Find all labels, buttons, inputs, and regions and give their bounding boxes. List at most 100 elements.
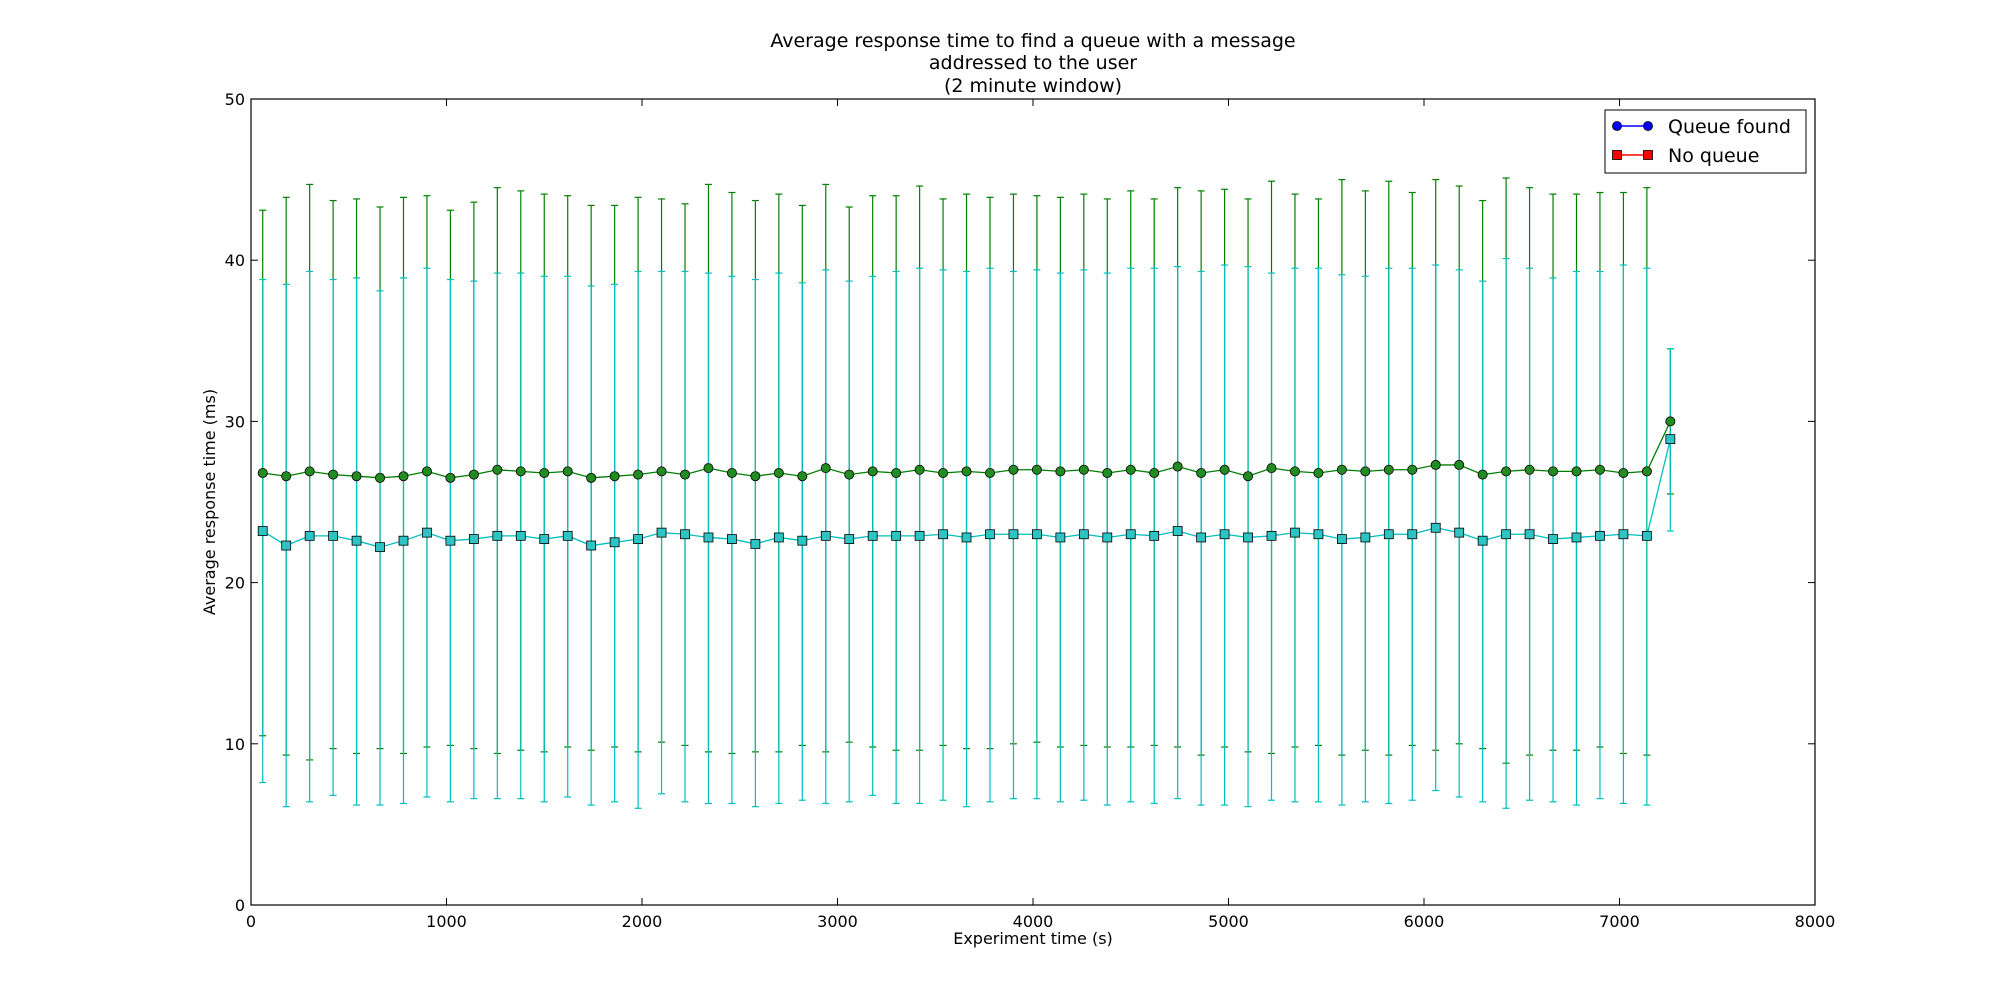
data-point-circle: [797, 471, 808, 482]
data-point-square: [375, 542, 385, 553]
x-tick-label: 4000: [1013, 912, 1054, 931]
data-point-square: [1501, 529, 1512, 540]
x-tick-label: 0: [246, 912, 256, 931]
x-axis-label: Experiment time (s): [953, 929, 1113, 948]
data-point-circle: [1336, 464, 1347, 475]
data-point-circle: [1055, 466, 1066, 477]
data-point-circle: [1172, 461, 1183, 472]
data-point-square: [1149, 530, 1160, 541]
data-point-circle: [1524, 464, 1535, 475]
y-tick-label: 10: [225, 735, 245, 754]
legend-marker-queue-found: [1612, 121, 1622, 131]
data-point-circle: [1196, 467, 1207, 478]
data-point-square: [1102, 532, 1113, 543]
data-point-square: [1266, 530, 1277, 541]
data-point-circle: [1102, 467, 1113, 478]
data-point-circle: [398, 471, 409, 482]
legend-marker-queue-found: [1643, 121, 1653, 131]
data-point-circle: [351, 471, 362, 482]
data-point-square: [985, 529, 995, 540]
data-point-square: [609, 537, 620, 548]
data-point-circle: [726, 467, 737, 478]
y-axis-label: Average response time (ms): [200, 389, 219, 615]
data-point-square: [1243, 532, 1253, 543]
data-point-square: [351, 535, 362, 546]
y-tick-label: 30: [225, 412, 245, 431]
data-point-square: [891, 530, 902, 541]
data-point-square: [281, 540, 292, 551]
data-point-square: [727, 534, 737, 544]
x-tick-label: 5000: [1208, 912, 1249, 931]
data-point-circle: [1571, 466, 1582, 477]
x-tick-label: 7000: [1599, 912, 1640, 931]
data-point-square: [1055, 532, 1066, 543]
data-point-circle: [1477, 469, 1488, 480]
data-point-circle: [562, 466, 573, 477]
data-point-circle: [586, 472, 597, 483]
data-point-circle: [867, 466, 878, 477]
data-point-circle: [1665, 416, 1676, 427]
legend-label-no-queue: No queue: [1668, 145, 1759, 167]
data-point-square: [1290, 527, 1300, 538]
data-point-circle: [492, 464, 503, 475]
data-point-square: [1477, 535, 1488, 546]
data-point-square: [1008, 529, 1019, 540]
data-point-circle: [445, 472, 456, 483]
x-tick-label: 8000: [1795, 912, 1836, 931]
chart-title-line-1: Average response time to find a queue wi…: [770, 30, 1295, 52]
data-point-circle: [1125, 464, 1136, 475]
data-point-square: [844, 534, 855, 544]
legend-marker-no-queue: [1643, 150, 1653, 160]
data-point-circle: [1266, 463, 1277, 474]
data-point-square: [797, 535, 808, 546]
data-point-circle: [750, 471, 761, 482]
data-point-circle: [1149, 467, 1160, 478]
data-point-circle: [609, 471, 620, 482]
data-point-square: [562, 530, 573, 541]
data-point-square: [1219, 529, 1230, 540]
data-point-square: [1313, 529, 1324, 540]
data-point-square: [1665, 434, 1676, 445]
data-point-square: [1125, 529, 1136, 540]
data-point-circle: [304, 466, 315, 477]
data-point-circle: [1548, 466, 1559, 477]
data-point-circle: [1383, 464, 1394, 475]
data-point-square: [1407, 529, 1418, 540]
data-point-circle: [633, 469, 644, 480]
error-bars: [259, 177, 1674, 809]
data-point-circle: [328, 469, 339, 480]
data-point-square: [1618, 529, 1629, 540]
data-point-square: [1571, 532, 1582, 543]
data-point-square: [1430, 522, 1441, 533]
data-point-square: [773, 532, 784, 543]
y-tick-label: 0: [235, 896, 245, 915]
data-point-square: [468, 534, 479, 544]
data-point-square: [1336, 534, 1347, 544]
data-point-square: [1548, 534, 1558, 544]
data-point-circle: [820, 463, 831, 474]
data-point-square: [1454, 527, 1465, 538]
data-point-circle: [1430, 459, 1441, 470]
legend-box: [1604, 109, 1807, 174]
data-point-square: [680, 529, 690, 540]
data-point-circle: [1618, 467, 1629, 478]
data-point-square: [914, 530, 925, 541]
data-point-square: [492, 530, 503, 541]
x-tick-label: 1000: [426, 912, 467, 931]
chart-title-line-3: (2 minute window): [944, 75, 1122, 97]
data-point-circle: [1360, 466, 1371, 477]
data-point-square: [398, 535, 409, 546]
data-point-circle: [1078, 464, 1089, 475]
data-point-square: [961, 532, 972, 543]
series-markers: [257, 416, 1676, 553]
data-point-square: [515, 530, 526, 541]
data-point-circle: [1407, 464, 1418, 475]
data-point-square: [867, 530, 878, 541]
data-point-square: [750, 539, 761, 549]
data-point-square: [633, 534, 643, 544]
data-point-circle: [1219, 464, 1230, 475]
data-point-square: [1172, 526, 1183, 536]
data-point-circle: [938, 467, 949, 478]
data-point-circle: [844, 469, 855, 480]
